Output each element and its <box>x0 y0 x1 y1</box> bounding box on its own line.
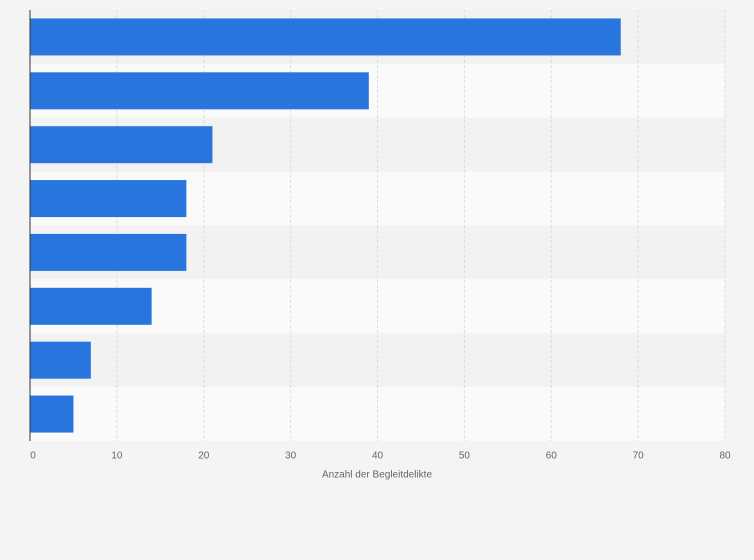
x-tick-label: 30 <box>285 451 297 462</box>
bar <box>30 287 152 325</box>
x-tick-label: 40 <box>372 451 384 462</box>
bar <box>30 341 91 379</box>
bar <box>30 233 187 271</box>
x-tick-label: 10 <box>111 451 123 462</box>
bar <box>30 126 213 164</box>
x-tick-label: 20 <box>198 451 210 462</box>
x-tick-label: 80 <box>719 451 731 462</box>
x-tick-label: 0 <box>30 451 36 462</box>
x-tick-label: 50 <box>459 451 471 462</box>
bar <box>30 180 187 218</box>
bar <box>30 18 621 56</box>
bar <box>30 72 369 110</box>
bar <box>30 395 74 433</box>
x-tick-label: 60 <box>546 451 558 462</box>
x-axis-label: Anzahl der Begleitdelikte <box>322 470 433 481</box>
x-tick-label: 70 <box>633 451 645 462</box>
